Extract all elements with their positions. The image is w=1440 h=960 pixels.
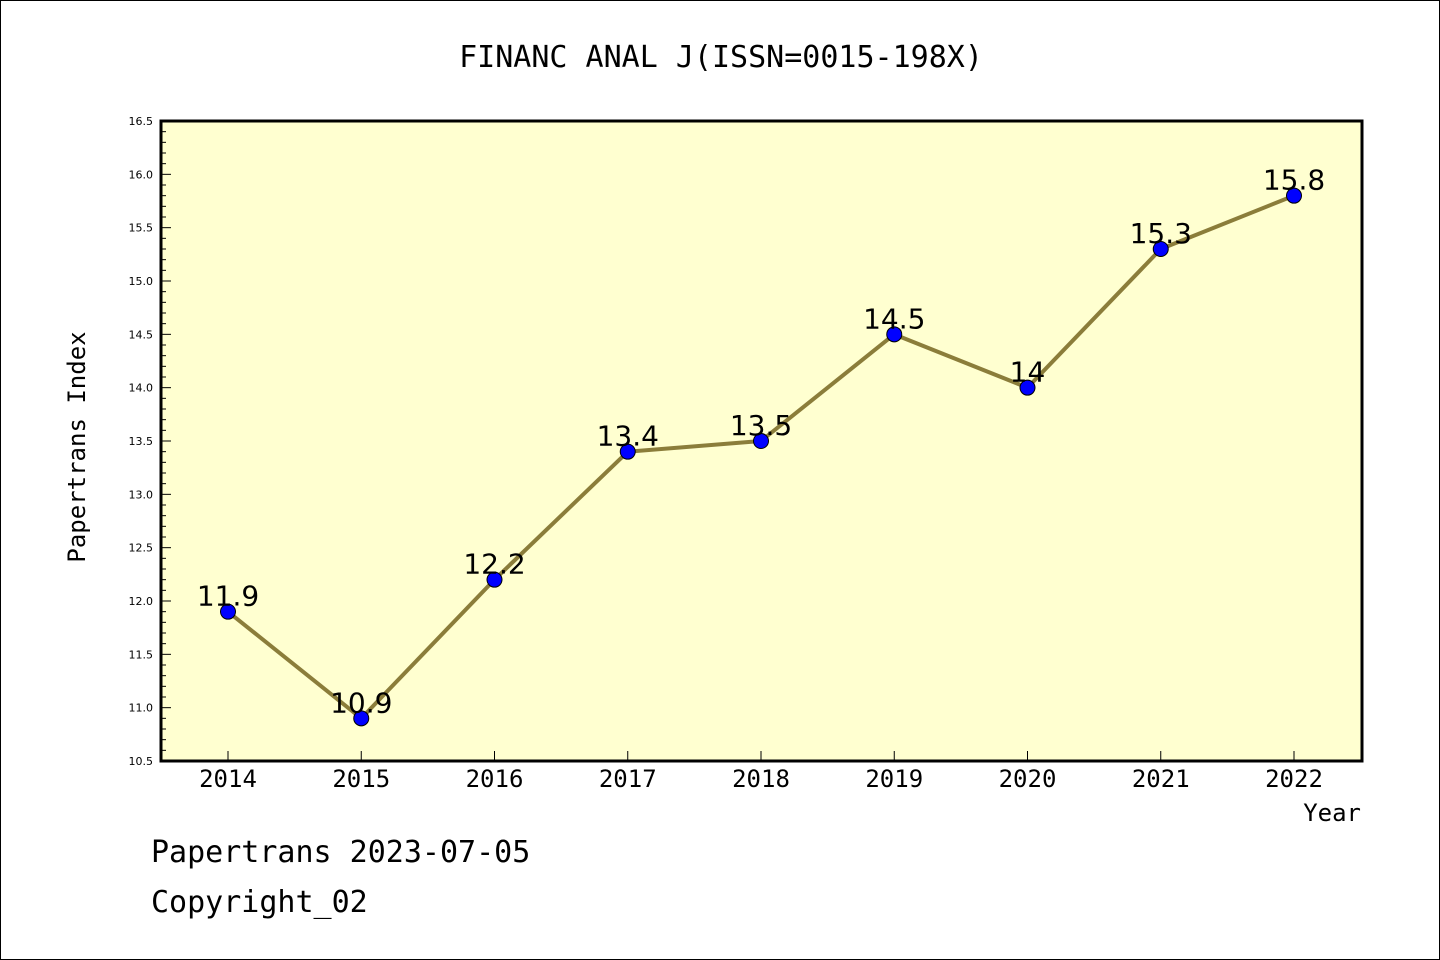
chart-title: FINANC ANAL J(ISSN=0015-198X) — [459, 40, 983, 75]
data-value-label: 12.2 — [463, 548, 525, 581]
data-point-marker — [1286, 187, 1302, 204]
data-point-marker — [619, 443, 636, 460]
footer-copyright-text: Copyright_02 — [151, 885, 368, 920]
x-tick-label: 2022 — [1265, 765, 1323, 793]
y-tick-label: 15.5 — [129, 222, 154, 235]
data-value-label: 14.5 — [863, 302, 925, 335]
data-value-label: 11.9 — [197, 580, 259, 613]
data-value-label: 10.9 — [330, 686, 392, 719]
y-tick-label: 11.5 — [129, 648, 154, 661]
data-value-label: 13.4 — [597, 420, 659, 453]
x-tick-label: 2016 — [466, 765, 524, 793]
y-tick-label: 12.5 — [129, 542, 154, 555]
data-value-label: 15.8 — [1263, 164, 1325, 197]
data-point-marker — [1019, 379, 1036, 396]
x-axis: 2014 2015 2016 2017 2018 2019 2020 2021 2022 — [199, 751, 1323, 793]
x-tick-label: 2021 — [1132, 765, 1190, 793]
x-tick-label: 2020 — [999, 765, 1057, 793]
data-point-marker — [486, 571, 503, 588]
data-point-marker — [220, 603, 236, 620]
y-tick-label: 16.5 — [129, 115, 154, 128]
y-tick-label: 11.0 — [129, 702, 154, 715]
x-tick-label: 2015 — [332, 765, 390, 793]
y-tick-label: 14.5 — [129, 328, 154, 341]
y-tick-label: 14.0 — [129, 382, 154, 395]
data-point-marker — [886, 326, 903, 343]
data-point-marker — [1152, 241, 1169, 257]
data-point-marker — [753, 433, 769, 449]
data-value-label: 14 — [1010, 356, 1046, 389]
x-axis-label: Year — [1303, 799, 1361, 827]
x-tick-label: 2018 — [732, 765, 790, 793]
data-value-label: 13.5 — [730, 409, 792, 442]
x-tick-label: 2019 — [865, 765, 923, 793]
y-axis: 10.5 11.0 11.5 12.0 12.5 13.0 13.5 14.0 14.5 15.0… — [129, 115, 171, 768]
y-tick-label: 13.5 — [129, 435, 154, 448]
y-tick-label: 15.0 — [129, 275, 154, 288]
y-tick-label: 12.0 — [129, 595, 154, 608]
data-point-marker — [353, 710, 370, 727]
y-tick-label: 10.5 — [129, 755, 154, 768]
data-value-label: 15.3 — [1130, 217, 1192, 250]
y-tick-label: 16.0 — [129, 168, 154, 181]
x-tick-label: 2017 — [599, 765, 657, 793]
x-tick-label: 2014 — [199, 765, 257, 793]
data-labels: 11.9 10.9 12.2 13.4 13.5 14.5 14 15.3 15.8 — [197, 164, 1325, 720]
data-points — [220, 187, 1302, 727]
y-tick-label: 13.0 — [129, 488, 154, 501]
footer-date-text: Papertrans 2023-07-05 — [151, 835, 531, 870]
y-axis-label: Papertrans Index — [63, 331, 91, 562]
